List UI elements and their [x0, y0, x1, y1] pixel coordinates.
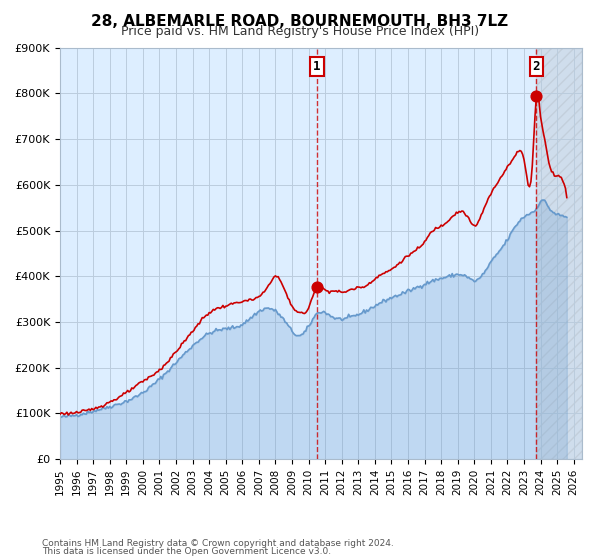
Point: [312, 282, 322, 291]
Text: 2: 2: [533, 60, 540, 73]
Point: [532, 91, 541, 100]
Text: 1: 1: [313, 60, 320, 73]
Text: This data is licensed under the Open Government Licence v3.0.: This data is licensed under the Open Gov…: [42, 548, 331, 557]
Bar: [536, 48, 582, 459]
Text: Contains HM Land Registry data © Crown copyright and database right 2024.: Contains HM Land Registry data © Crown c…: [42, 539, 394, 548]
Text: Price paid vs. HM Land Registry's House Price Index (HPI): Price paid vs. HM Land Registry's House …: [121, 25, 479, 38]
Text: 28, ALBEMARLE ROAD, BOURNEMOUTH, BH3 7LZ: 28, ALBEMARLE ROAD, BOURNEMOUTH, BH3 7LZ: [91, 14, 509, 29]
